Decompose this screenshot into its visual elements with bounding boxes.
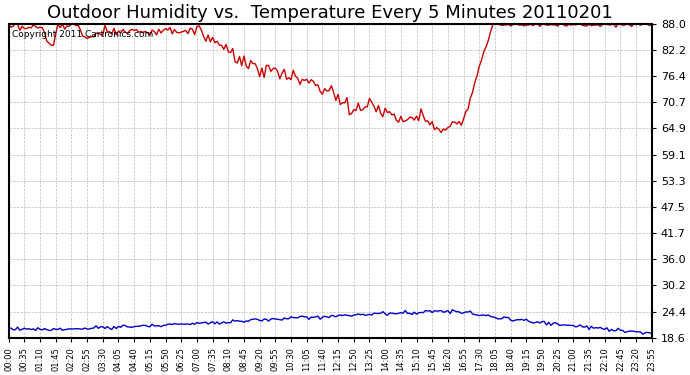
Title: Outdoor Humidity vs.  Temperature Every 5 Minutes 20110201: Outdoor Humidity vs. Temperature Every 5… — [48, 4, 613, 22]
Text: Copyright 2011 Cartronics.com: Copyright 2011 Cartronics.com — [12, 30, 153, 39]
